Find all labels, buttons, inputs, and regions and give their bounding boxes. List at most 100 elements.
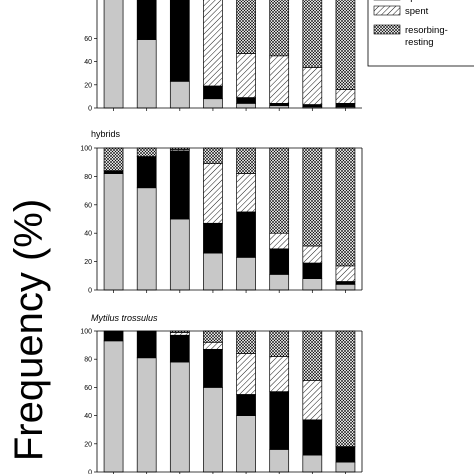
bar-segment [103, 147, 124, 172]
bar-segment [236, 0, 256, 54]
y-tick-label: 40 [84, 413, 92, 420]
y-tick-label: 80 [84, 357, 92, 364]
bar-segment [335, 330, 356, 447]
bar-segment [269, 0, 290, 57]
bar-segment [335, 265, 356, 282]
legend: ripe spent resorbing- resting [367, 0, 474, 67]
bar-segment [335, 461, 356, 473]
bar-segment [136, 357, 157, 473]
bar-segment [169, 0, 190, 82]
legend-swatch-spent [373, 5, 401, 16]
bar-segment [169, 334, 190, 363]
panel-title: Mytilus trossulus [91, 313, 158, 323]
bar-segment [169, 80, 190, 109]
bar-segment [302, 330, 323, 381]
bar-segment [269, 55, 290, 104]
bar-segment [302, 454, 323, 473]
bar-segment [335, 0, 356, 90]
y-tick-label: 0 [88, 106, 92, 113]
bar-segment [236, 53, 256, 98]
bar-segment [203, 222, 223, 254]
y-tick-label: 60 [84, 36, 92, 43]
y-tick-label: 80 [84, 174, 92, 181]
y-tick-label: 20 [84, 441, 92, 448]
y-axis-label: Frequency (%) [7, 199, 51, 461]
bar-segment [103, 170, 124, 174]
legend-label-ripe: ripe [405, 0, 421, 3]
legend-label-resorbing: resorbing- [405, 25, 448, 36]
bar-segment [169, 218, 190, 291]
panel-title: hybrids [91, 129, 121, 139]
y-tick-label: 20 [84, 82, 92, 89]
bar-segment [302, 0, 323, 68]
legend-label-resting: resting [405, 37, 434, 48]
bar-segment [203, 85, 223, 100]
bar-segment [302, 262, 323, 279]
bar-segment [236, 353, 256, 395]
bar-segment [302, 380, 323, 421]
bar-segment [203, 252, 223, 291]
legend-swatch-resorbing-resting [373, 24, 401, 35]
panel-3: Mytilus trossulus 0 20 40 60 80 100 [80, 313, 363, 474]
bar-segment [236, 256, 256, 291]
bar-segment [269, 449, 290, 473]
bar-segment [169, 361, 190, 473]
bar-segment [136, 156, 157, 189]
bar-segment [335, 281, 356, 285]
bar-segment [335, 103, 356, 108]
panel-2: hybrids 0 20 40 60 80 100 [80, 129, 363, 295]
bar-segment [103, 340, 124, 473]
bar-segment [236, 330, 256, 354]
bar-segment [236, 97, 256, 104]
bar-segment [103, 330, 124, 342]
bar-segment [136, 0, 157, 40]
bar-segment [236, 394, 256, 416]
bar-segment [269, 356, 290, 392]
y-tick-label: 0 [88, 470, 92, 474]
bar-segment [203, 0, 223, 87]
bar-segment [136, 147, 157, 157]
bar-segment [103, 173, 124, 291]
bar-segment [203, 387, 223, 473]
bar-segment [236, 415, 256, 473]
bar-segment [203, 330, 223, 343]
bar-segment [236, 173, 256, 213]
bar-segment [236, 211, 256, 258]
bar-segment [269, 147, 290, 234]
bar-segment [203, 98, 223, 109]
bar-segment [269, 391, 290, 450]
bar-segment [269, 274, 290, 291]
bar-segment [103, 0, 124, 109]
bar-segment [302, 245, 323, 264]
bar-segment [136, 330, 157, 359]
bar-segment [335, 446, 356, 463]
y-tick-label: 0 [88, 288, 92, 295]
bar-segment [302, 278, 323, 291]
bar-segment [302, 67, 323, 105]
legend-label-spent: spent [405, 6, 429, 17]
bar-segment [136, 39, 157, 109]
y-tick-label: 100 [80, 329, 92, 336]
bar-segment [335, 147, 356, 267]
panel-1: 0 20 40 60 [84, 0, 362, 113]
bar-segment [203, 147, 223, 164]
y-tick-label: 100 [80, 146, 92, 153]
bar-segment [269, 330, 290, 357]
bar-segment [203, 348, 223, 388]
y-tick-label: 20 [84, 259, 92, 266]
bar-segment [169, 332, 190, 336]
y-tick-label: 60 [84, 202, 92, 209]
y-tick-label: 60 [84, 385, 92, 392]
bar-segment [203, 341, 223, 350]
bar-segment [335, 89, 356, 104]
bar-segment [169, 150, 190, 220]
bar-segment [302, 147, 323, 247]
bar-segment [302, 419, 323, 456]
bar-segment [236, 147, 256, 174]
y-tick-label: 40 [84, 231, 92, 238]
bar-segment [203, 163, 223, 224]
bar-segment [335, 283, 356, 291]
bar-segment [136, 187, 157, 291]
